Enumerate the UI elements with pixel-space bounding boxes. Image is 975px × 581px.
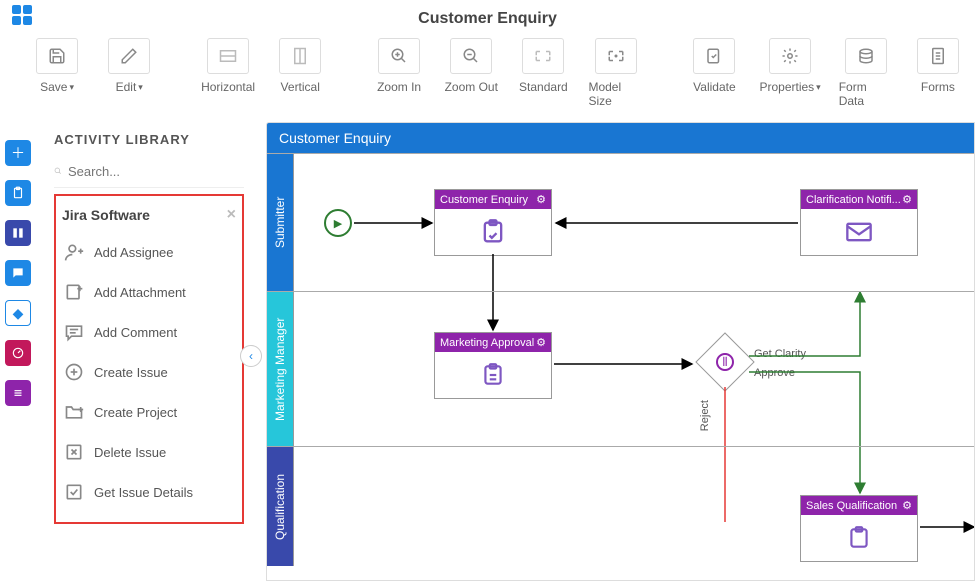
flow-label-clarity: Get Clarity [754,348,806,360]
plus-circle-icon [64,362,84,382]
vertical-icon [279,38,321,74]
search-input[interactable] [68,164,244,179]
activity-library-panel: ACTIVITY LIBRARY Jira Software × Add Ass… [44,120,254,581]
activity-label: Delete Issue [94,445,166,460]
activity-label: Create Issue [94,365,168,380]
group-label: Jira Software [62,207,150,223]
pool-body: Submitter ▶ Customer Enquiry ⚙ Clarificat… [267,153,974,566]
lane-marketing: Marketing Manager Marketing Approval⚙ ⦀ … [267,291,974,446]
zoom-out-button[interactable]: Zoom Out [444,38,498,94]
start-event[interactable]: ▶ [324,209,352,237]
activity-add-attachment[interactable]: Add Attachment [60,272,238,312]
task-sales-qualification[interactable]: Sales Qualification ⚙ [800,495,918,562]
details-icon [64,482,84,502]
task-customer-enquiry[interactable]: Customer Enquiry ⚙ [434,189,552,256]
task-body-icon [801,515,917,561]
standard-icon [522,38,564,74]
form-data-button[interactable]: Form Data [839,38,893,108]
zoom-in-icon [378,38,420,74]
gear-icon[interactable]: ⚙ [902,193,912,206]
close-icon[interactable]: × [227,206,236,224]
pool-header: Customer Enquiry [267,123,974,153]
collapse-panel-button[interactable]: ‹ [240,345,262,367]
vertical-button[interactable]: Vertical [273,38,327,94]
model-size-button[interactable]: Model Size [588,38,642,108]
edit-button[interactable]: Edit▾ [102,38,156,94]
properties-icon [769,38,811,74]
comment-icon [64,322,84,342]
save-icon [36,38,78,74]
zoom-out-icon [450,38,492,74]
activity-create-issue[interactable]: Create Issue [60,352,238,392]
validate-button[interactable]: Validate [687,38,741,94]
rail-diamond-icon[interactable]: ◆ [5,300,31,326]
activity-create-project[interactable]: Create Project [60,392,238,432]
rail-columns-icon[interactable] [5,220,31,246]
activity-label: Add Assignee [94,245,174,260]
app-logo[interactable] [12,5,34,25]
forms-button[interactable]: Forms [911,38,965,94]
highlighted-group: Jira Software × Add Assignee Add Attachm… [54,194,244,524]
activity-delete-issue[interactable]: Delete Issue [60,432,238,472]
activity-get-issue-details[interactable]: Get Issue Details [60,472,238,512]
rail-add-icon[interactable]: ＋ [5,140,31,166]
gateway-decision[interactable]: ⦀ [695,332,754,391]
rail-list-icon[interactable] [5,380,31,406]
task-label: Customer Enquiry [440,194,528,206]
toolbar: Save▾ Edit▾ Horizontal Vertical Zoom In … [30,38,965,103]
panel-title: ACTIVITY LIBRARY [54,132,244,147]
lane-submitter: Submitter ▶ Customer Enquiry ⚙ Clarificat… [267,153,974,291]
horizontal-icon [207,38,249,74]
edit-icon [108,38,150,74]
rail-chat-icon[interactable] [5,260,31,286]
activity-label: Create Project [94,405,177,420]
validate-icon [693,38,735,74]
rail-clipboard-icon[interactable] [5,180,31,206]
task-body-icon [435,209,551,255]
delete-icon [64,442,84,462]
gear-icon[interactable]: ⚙ [902,499,912,512]
zoom-in-button[interactable]: Zoom In [372,38,426,94]
flow-lines-marketing [294,292,974,446]
gear-icon[interactable]: ⚙ [536,193,546,206]
lane-header-marketing: Marketing Manager [267,292,293,446]
attachment-plus-icon [64,282,84,302]
lane-header-submitter: Submitter [267,154,293,291]
task-body-icon [435,352,551,398]
activity-label: Get Issue Details [94,485,193,500]
flow-label-reject: Reject [699,400,711,431]
properties-button[interactable]: Properties▾ [759,38,820,94]
task-label: Clarification Notifi... [806,194,901,206]
task-body-icon [801,209,917,255]
folder-plus-icon [64,402,84,422]
search-icon [54,163,62,179]
save-button[interactable]: Save▾ [30,38,84,94]
form-data-icon [845,38,887,74]
lane-qualification: Qualification Sales Qualification ⚙ [267,446,974,566]
horizontal-button[interactable]: Horizontal [201,38,255,94]
task-label: Sales Qualification [806,500,897,512]
model-size-icon [595,38,637,74]
left-rail: ＋ ◆ [0,120,36,406]
process-canvas[interactable]: Customer Enquiry Submitter ▶ Customer En… [266,122,975,581]
forms-icon [917,38,959,74]
search-box[interactable] [54,159,244,188]
rail-gauge-icon[interactable] [5,340,31,366]
task-clarification[interactable]: Clarification Notifi...⚙ [800,189,918,256]
page-title: Customer Enquiry [418,10,557,28]
activity-label: Add Attachment [94,285,186,300]
group-header[interactable]: Jira Software × [60,202,238,232]
lane-header-qualification: Qualification [267,447,293,566]
flow-label-approve: Approve [754,367,795,379]
activity-label: Add Comment [94,325,177,340]
standard-button[interactable]: Standard [516,38,570,94]
task-label: Marketing Approval [440,337,534,349]
activity-add-assignee[interactable]: Add Assignee [60,232,238,272]
person-plus-icon [64,242,84,262]
activity-add-comment[interactable]: Add Comment [60,312,238,352]
gear-icon[interactable]: ⚙ [536,336,546,349]
task-marketing-approval[interactable]: Marketing Approval⚙ [434,332,552,399]
